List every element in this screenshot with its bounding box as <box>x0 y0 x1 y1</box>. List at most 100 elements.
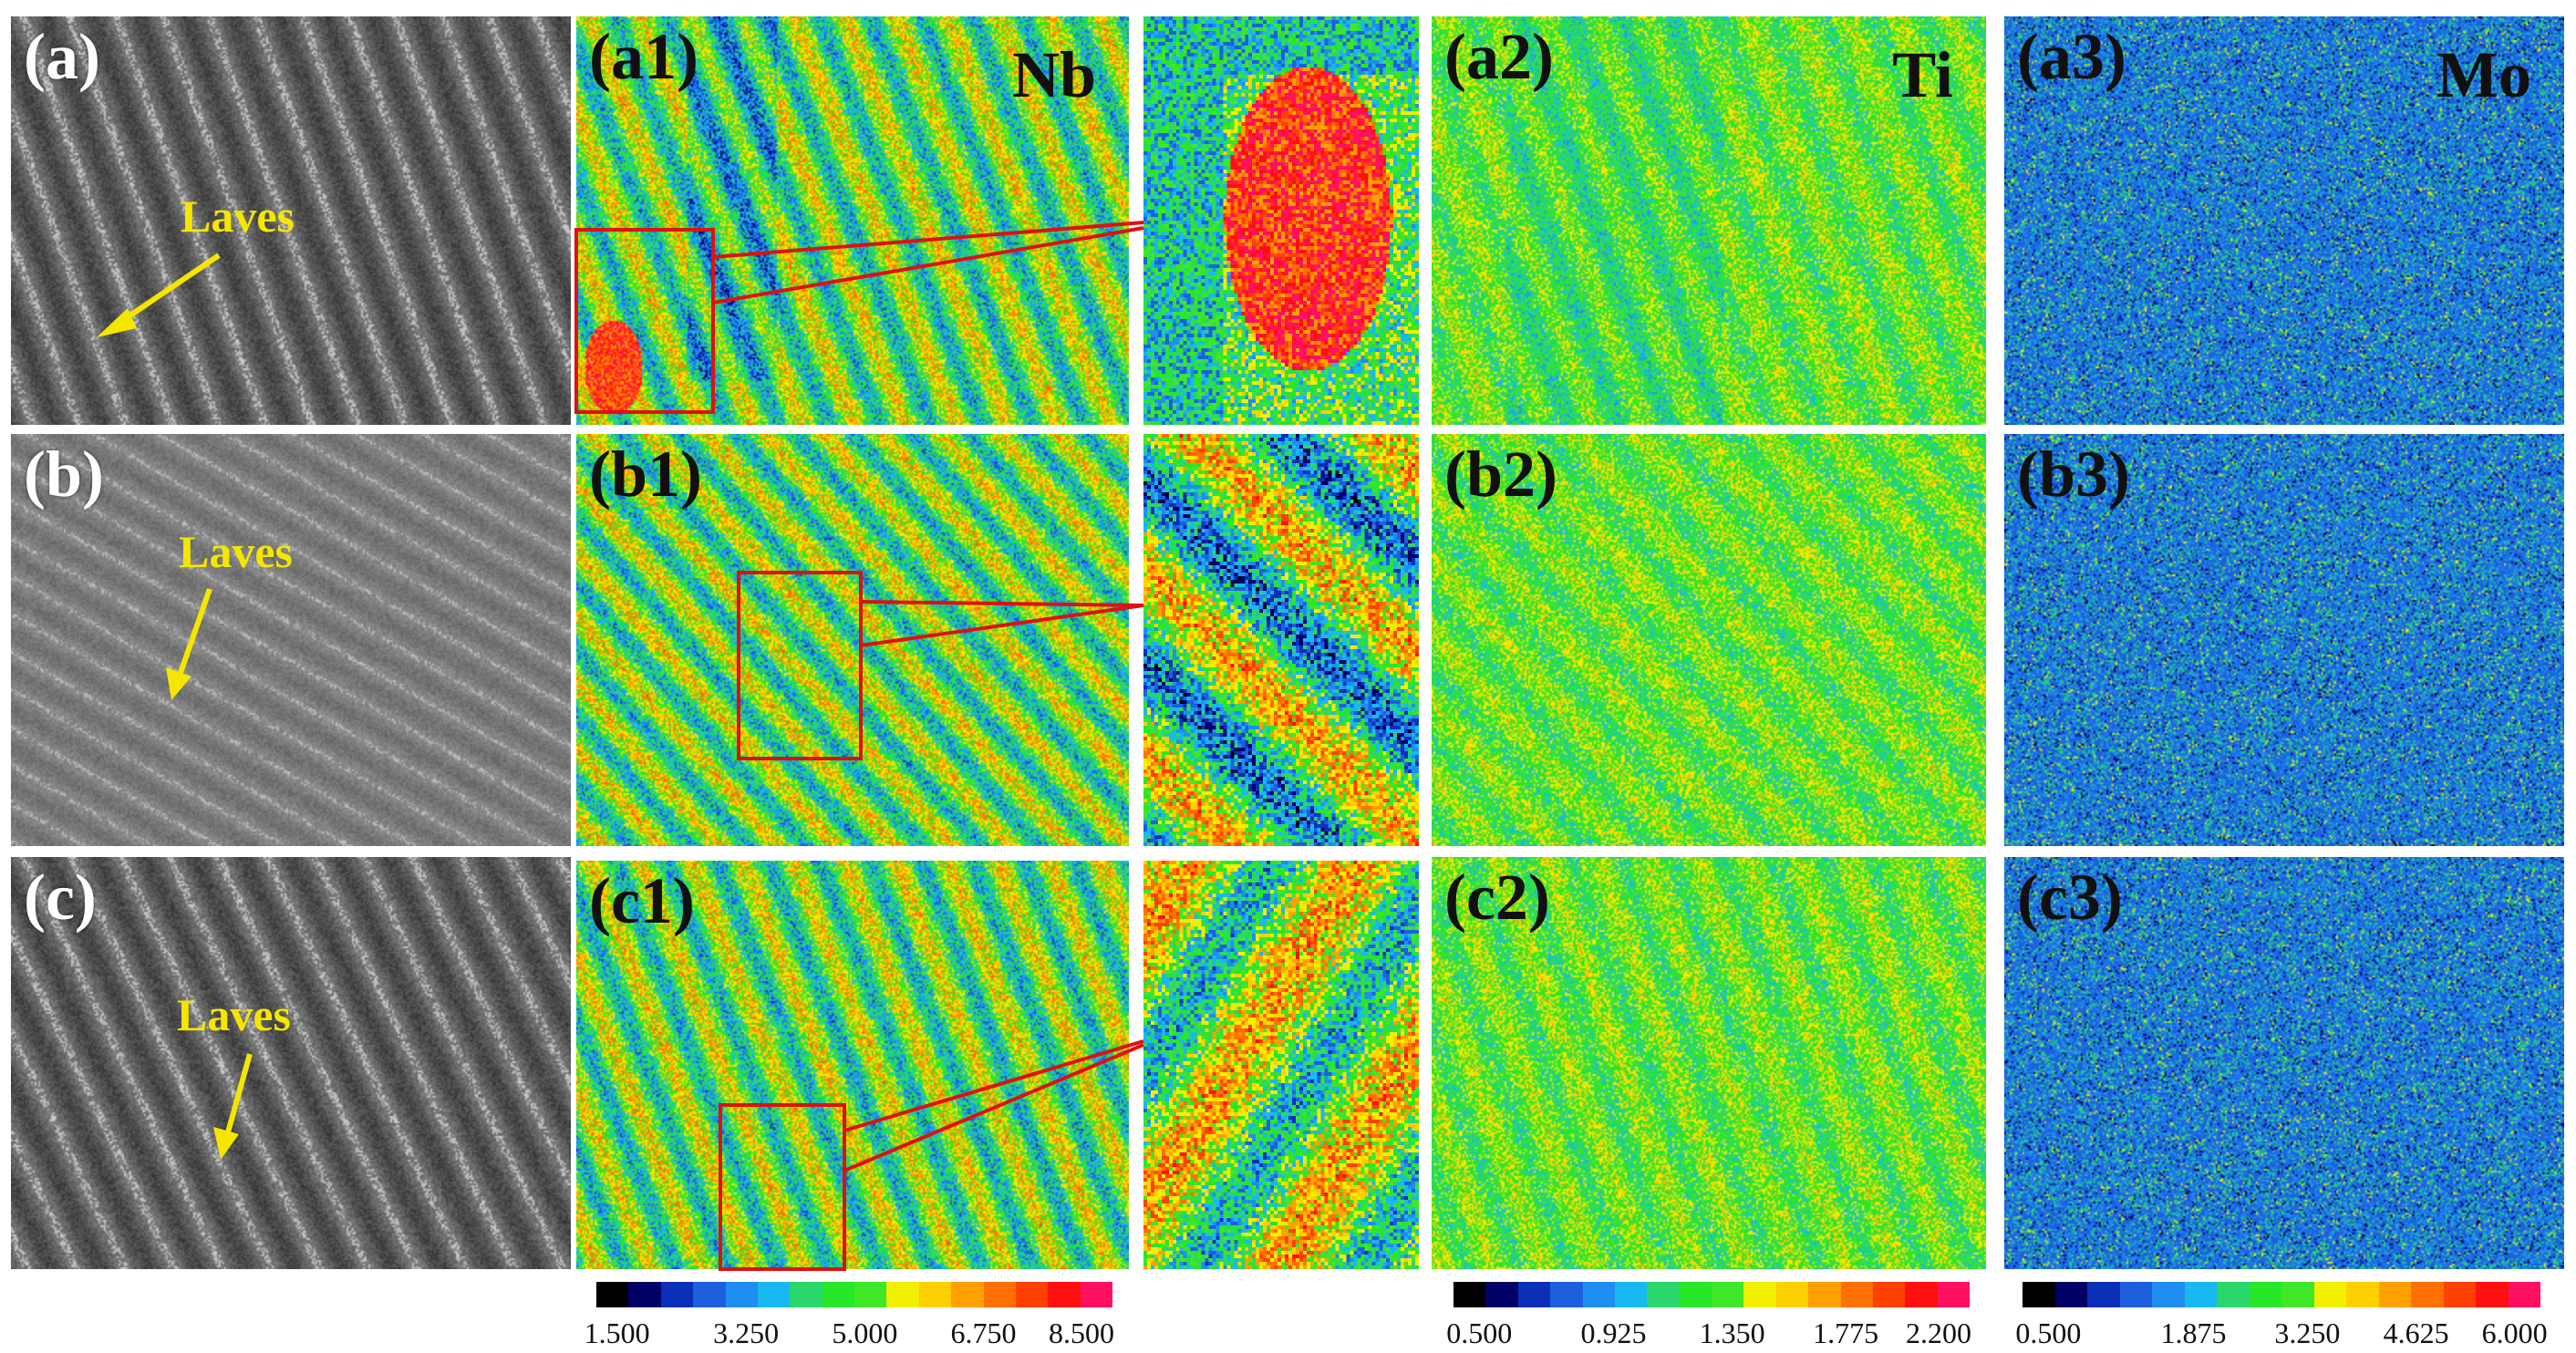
nb-map-c1: (c1) <box>576 861 1129 1269</box>
ti-map-a2: (a2) Ti <box>1432 16 1986 425</box>
colorbar-tick: 1.350 <box>1699 1317 1765 1349</box>
colorbar-tick: 3.250 <box>713 1317 780 1349</box>
colorbar-tick: 8.500 <box>1049 1317 1115 1349</box>
colorbar-tick: 3.250 <box>2274 1317 2341 1349</box>
colorbar-tick: 1.500 <box>584 1317 650 1349</box>
sem-image-b: (b) Laves <box>11 434 571 846</box>
mo-colorbar: 0.500 1.875 3.250 4.625 6.000 <box>2015 1282 2548 1349</box>
laves-annotation: Laves <box>181 191 295 242</box>
colorbar-swatch <box>2378 1282 2411 1307</box>
colorbar-swatch <box>1048 1282 1081 1307</box>
sem-texture <box>11 16 571 425</box>
colorbar-tick: 6.750 <box>950 1317 1017 1349</box>
colorbar-swatch <box>983 1282 1016 1307</box>
mo-map-a3: (a3) Mo <box>2004 16 2564 425</box>
panel-label: (a2) <box>1444 20 1554 93</box>
sem-texture <box>11 857 571 1269</box>
colorbar-swatch <box>2411 1282 2444 1307</box>
colorbar-tick: 0.500 <box>1446 1317 1513 1349</box>
colorbar-swatch <box>1614 1282 1648 1307</box>
laves-arrow-icon <box>166 588 212 700</box>
mo-map-texture <box>2004 16 2564 425</box>
colorbar-swatch <box>1485 1282 1518 1307</box>
panel-label: (b) <box>24 438 104 511</box>
colorbar-swatch <box>1550 1282 1583 1307</box>
colorbar-swatch <box>2313 1282 2346 1307</box>
colorbar-swatch <box>2152 1282 2185 1307</box>
laves-arrow-icon <box>213 1053 253 1160</box>
colorbar-swatch <box>951 1282 984 1307</box>
colorbar-ticks: 0.500 1.875 3.250 4.625 6.000 <box>2015 1307 2547 1349</box>
colorbar-swatch <box>2119 1282 2152 1307</box>
ti-map-texture <box>1432 16 1986 425</box>
ti-map-texture <box>1432 857 1986 1269</box>
laves-annotation: Laves <box>179 526 293 577</box>
colorbar-swatch <box>1015 1282 1049 1307</box>
nb-map-b1: (b1) <box>576 434 1129 846</box>
colorbar-swatch <box>757 1282 791 1307</box>
colorbar-swatches <box>1454 1282 1970 1307</box>
colorbar-swatch <box>2346 1282 2379 1307</box>
colorbar-swatch <box>628 1282 661 1307</box>
colorbar-swatch <box>822 1282 854 1307</box>
element-label: Ti <box>1892 38 1953 111</box>
colorbar-swatch <box>2023 1282 2055 1307</box>
panel-label: (a) <box>24 20 100 93</box>
colorbar-swatch <box>2281 1282 2314 1307</box>
nb-zoom-c <box>1143 861 1419 1269</box>
colorbar-swatch <box>854 1282 887 1307</box>
panel-label: (b1) <box>589 438 702 511</box>
colorbar-swatch <box>1582 1282 1615 1307</box>
laves-arrow-icon <box>97 253 221 337</box>
colorbar-ticks: 1.500 3.250 5.000 6.750 8.500 <box>585 1307 1115 1349</box>
colorbar-tick: 4.625 <box>2383 1317 2449 1349</box>
panel-label: (b3) <box>2017 438 2130 511</box>
colorbar-swatch <box>1743 1282 1776 1307</box>
colorbar-tick: 1.875 <box>2160 1317 2227 1349</box>
colorbar-swatch <box>693 1282 726 1307</box>
colorbar-swatch <box>1679 1282 1712 1307</box>
panel-label: (c3) <box>2017 861 2123 934</box>
colorbar-swatch <box>2087 1282 2120 1307</box>
nb-zoom-texture <box>1143 861 1419 1269</box>
colorbar-swatch <box>2217 1282 2250 1307</box>
colorbar-tick: 0.500 <box>2015 1317 2082 1349</box>
mo-map-texture <box>2004 434 2564 846</box>
nb-map-a1: (a1) Nb <box>576 16 1129 425</box>
colorbar-tick: 2.200 <box>1906 1317 1972 1349</box>
sem-image-a: (a) Laves <box>11 16 571 425</box>
sem-texture <box>11 434 571 846</box>
colorbar-swatch <box>596 1282 629 1307</box>
colorbar-swatch <box>2184 1282 2217 1307</box>
colorbar-swatch <box>1840 1282 1873 1307</box>
panel-label: (c2) <box>1444 861 1550 934</box>
panel-label: (c1) <box>589 864 695 937</box>
colorbar-swatch <box>886 1282 919 1307</box>
sem-image-c: (c) Laves <box>11 857 571 1269</box>
colorbar-swatch <box>790 1282 822 1307</box>
element-label: Nb <box>1011 38 1096 111</box>
panel-label: (a1) <box>589 20 698 93</box>
colorbar-ticks: 0.500 0.925 1.350 1.775 2.200 <box>1446 1307 1972 1349</box>
panel-label: (a3) <box>2017 20 2126 93</box>
panel-label: (c) <box>24 861 97 934</box>
colorbar-swatch <box>1808 1282 1841 1307</box>
colorbar-swatch <box>1454 1282 1486 1307</box>
colorbar-swatches <box>596 1282 1112 1307</box>
mo-map-texture <box>2004 857 2564 1269</box>
colorbar-swatch <box>1775 1282 1809 1307</box>
nb-colorbar: 1.500 3.250 5.000 6.750 8.500 <box>585 1282 1115 1349</box>
colorbar-swatch <box>1080 1282 1112 1307</box>
colorbar-tick: 0.925 <box>1580 1317 1647 1349</box>
colorbar-swatch <box>2508 1282 2540 1307</box>
mo-map-b3: (b3) <box>2004 434 2564 846</box>
colorbar-swatches <box>2023 1282 2540 1307</box>
colorbar-swatch <box>1647 1282 1680 1307</box>
colorbar-swatch <box>1712 1282 1744 1307</box>
panel-label: (b2) <box>1444 438 1557 511</box>
ti-map-b2: (b2) <box>1432 434 1986 846</box>
colorbar-swatch <box>2443 1282 2476 1307</box>
laves-annotation: Laves <box>177 989 291 1040</box>
colorbar-swatch <box>1872 1282 1906 1307</box>
nb-zoom-texture <box>1143 434 1419 846</box>
